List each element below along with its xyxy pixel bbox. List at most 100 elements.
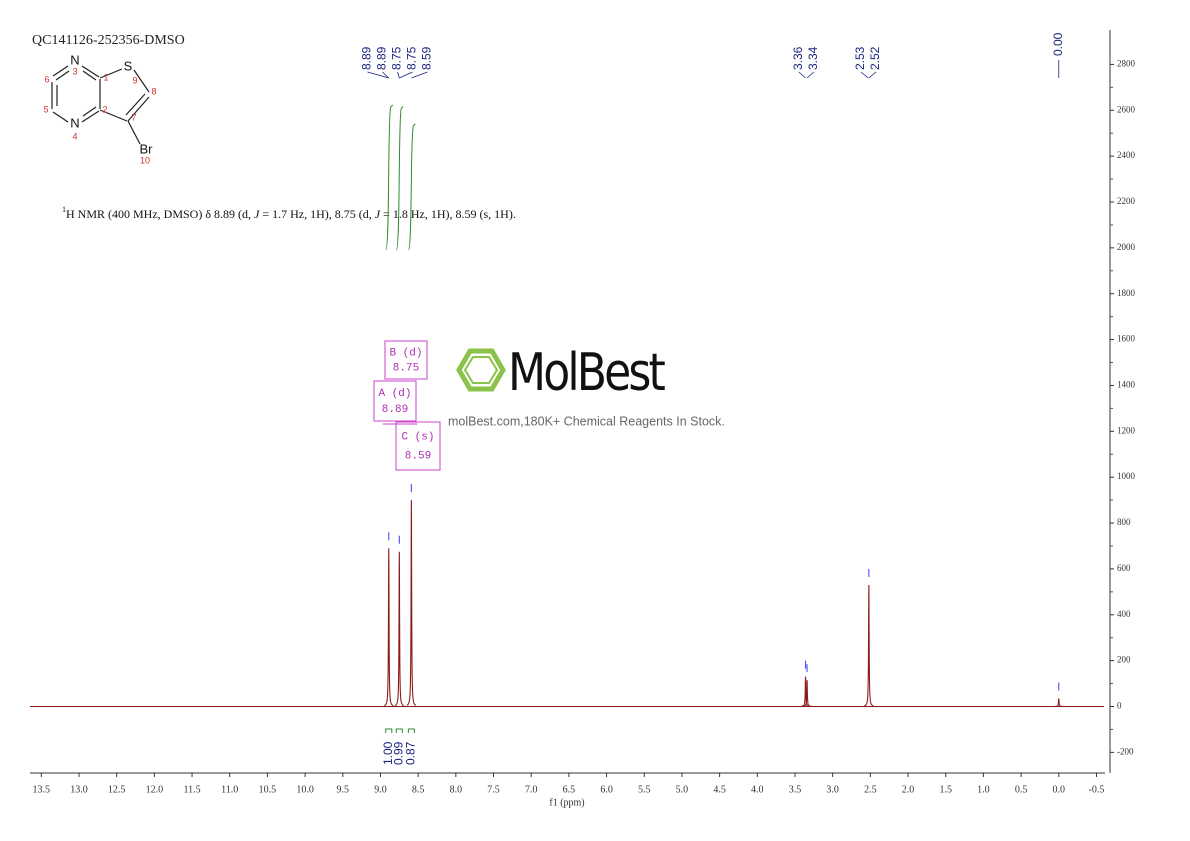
x-tick-label: -0.5 (1089, 784, 1105, 795)
peak (384, 548, 394, 707)
x-tick-label: 5.5 (638, 784, 651, 795)
text-run: J (254, 207, 260, 221)
y-tick-label: -200 (1117, 746, 1134, 756)
peak (406, 500, 417, 706)
atom-number: 1 (103, 72, 108, 82)
superscript: 1 (62, 205, 66, 214)
y-tick-label: 2400 (1117, 150, 1136, 160)
y-tick-label: 200 (1117, 655, 1131, 665)
x-tick-label: 12.0 (146, 784, 164, 795)
peak-label: 8.89 (375, 46, 389, 70)
y-tick-label: 600 (1117, 563, 1131, 573)
peak (1054, 698, 1064, 707)
y-tick-label: 1800 (1117, 288, 1136, 298)
x-tick-label: 9.5 (337, 784, 350, 795)
atom-number: 5 (43, 104, 48, 114)
peak-label-leader (411, 71, 428, 79)
x-tick-label: 9.0 (374, 784, 387, 795)
x-tick-label: 7.5 (487, 784, 500, 795)
x-tick-label: 2.5 (864, 784, 877, 795)
multiplet-box (395, 421, 441, 471)
y-tick-label: 1600 (1117, 334, 1136, 344)
x-tick-label: 6.5 (563, 784, 576, 795)
multiplet-label: C (s) (401, 431, 434, 443)
x-tick-label: 8.5 (412, 784, 425, 795)
atom-symbol: N (70, 52, 79, 67)
integral-bracket (395, 728, 403, 733)
peak-label: 3.34 (806, 46, 820, 70)
peak-label-leader (860, 71, 869, 79)
peak-label: 0.00 (1051, 32, 1065, 56)
multiplet-label: B (d) (389, 347, 422, 359)
peak-label-leader (397, 71, 400, 79)
peak-label-leader (798, 71, 806, 79)
multiplet-box (384, 340, 428, 380)
multiplet-box (373, 380, 417, 422)
text-run: = 1.7 Hz, 1H), 8.75 (d, (259, 207, 374, 221)
x-tick-label: 4.5 (713, 784, 726, 795)
atom-symbol: Br (140, 141, 154, 156)
integral-curve (385, 104, 394, 251)
peak (864, 584, 874, 707)
x-tick-label: 10.0 (296, 784, 314, 795)
peak-label-leader (382, 71, 390, 79)
integral-bracket (385, 728, 393, 733)
y-tick-label: 2800 (1117, 58, 1136, 68)
x-tick-label: 4.0 (751, 784, 764, 795)
integral-curve (395, 106, 404, 251)
atom-symbol: N (70, 115, 79, 130)
x-tick-label: 11.0 (221, 784, 238, 795)
atom-number: 8 (151, 86, 156, 96)
x-tick-label: 12.5 (108, 784, 126, 795)
y-tick-label: 400 (1117, 609, 1131, 619)
x-tick-label: 2.0 (902, 784, 915, 795)
watermark-tagline: molBest.com,180K+ Chemical Reagents In S… (448, 414, 725, 428)
peak-label: 2.52 (868, 46, 882, 70)
x-axis-label: f1 (ppm) (549, 797, 584, 808)
y-tick-label: 1400 (1117, 380, 1136, 390)
x-tick-label: 1.0 (977, 784, 990, 795)
multiplet-shift: 8.89 (382, 404, 408, 416)
nmr-description: 1H NMR (400 MHz, DMSO) δ 8.89 (d, J = 1.… (62, 205, 516, 221)
peak-label-leader (399, 71, 413, 79)
watermark-logo (456, 348, 506, 392)
peak (802, 680, 812, 707)
x-tick-label: 13.5 (33, 784, 51, 795)
integral-label: 1.00 (381, 741, 395, 765)
x-tick-label: 5.0 (676, 784, 689, 795)
peak-label: 8.75 (390, 46, 404, 70)
peak-label-leader (868, 71, 877, 79)
peak-label-leader (806, 71, 815, 79)
text-run: H NMR (400 MHz, DMSO) δ 8.89 (d, (66, 207, 254, 221)
peak-label: 2.53 (853, 46, 867, 70)
x-tick-label: 6.0 (600, 784, 613, 795)
x-tick-label: 0.0 (1053, 784, 1066, 795)
x-tick-label: 3.5 (789, 784, 802, 795)
chart-title: QC141126-252356-DMSO (32, 33, 185, 48)
y-tick-label: 2200 (1117, 196, 1136, 206)
multiplet-shift: 8.59 (405, 451, 431, 463)
y-tick-label: 1000 (1117, 471, 1136, 481)
peak-label: 8.59 (420, 46, 434, 70)
multiplet-label: A (d) (378, 388, 411, 400)
peak (394, 551, 405, 707)
y-tick-label: 0 (1117, 701, 1122, 711)
atom-number: 2 (102, 104, 107, 114)
integral-label: 0.87 (404, 741, 418, 765)
peak-label: 8.75 (405, 46, 419, 70)
x-tick-label: 13.0 (70, 784, 88, 795)
y-tick-label: 1200 (1117, 425, 1136, 435)
atom-symbol: S (124, 58, 133, 73)
x-tick-label: 8.0 (450, 784, 463, 795)
atom-number: 7 (131, 112, 136, 122)
y-tick-label: 800 (1117, 517, 1131, 527)
multiplet-shift: 8.75 (393, 363, 419, 375)
atom-number: 10 (140, 155, 150, 165)
peak-label-leader (367, 71, 389, 79)
x-tick-label: 0.5 (1015, 784, 1028, 795)
atom-number: 9 (132, 75, 137, 85)
integral-label: 0.99 (391, 741, 405, 765)
x-tick-label: 11.5 (183, 784, 200, 795)
